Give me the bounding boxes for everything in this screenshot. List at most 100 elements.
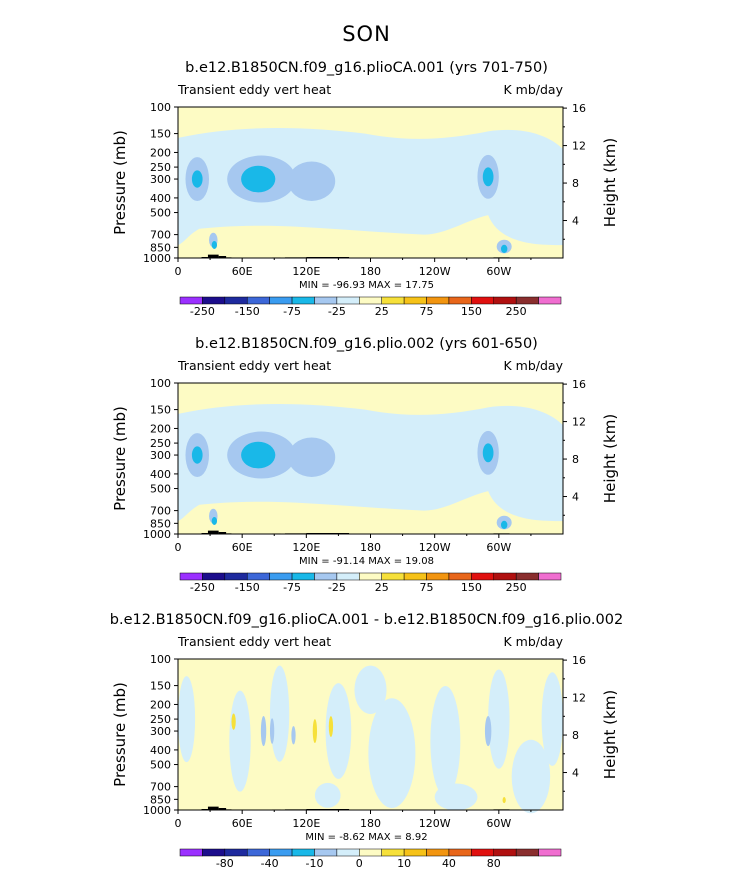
colorbar-label: -25 xyxy=(328,581,346,594)
field-diff-negative-patch xyxy=(354,665,387,715)
topography-bar xyxy=(207,254,219,258)
colorbar-swatch xyxy=(448,296,472,305)
x-tick-label: 0 xyxy=(175,817,182,830)
colorbar-swatch xyxy=(291,848,315,857)
panel-left-label: Transient eddy vert heat xyxy=(177,358,331,373)
colorbar-swatch xyxy=(493,848,517,857)
field-diff-positive-core xyxy=(502,797,506,804)
colorbar-swatch xyxy=(359,848,382,857)
colorbar-label: -80 xyxy=(216,857,234,870)
y-tick-label: 400 xyxy=(150,468,171,481)
x-tick-label: 180 xyxy=(360,265,381,278)
colorbar-label: 250 xyxy=(506,305,527,318)
colorbar-label: 75 xyxy=(420,581,434,594)
field-diff-negative-lobe xyxy=(260,715,267,747)
height-tick-label: 8 xyxy=(572,729,579,742)
x-tick-label: 60W xyxy=(486,265,511,278)
topography-bar xyxy=(218,808,227,810)
y-axis-label: Pressure (mb) xyxy=(111,682,129,787)
field-core-asia xyxy=(241,165,276,193)
panel-stats: MIN = -96.93 MAX = 17.75 xyxy=(299,280,434,291)
colorbar-swatch xyxy=(515,572,539,581)
field-lobe-pacific-west xyxy=(288,161,336,201)
colorbar-swatch xyxy=(448,572,472,581)
x-tick-label: 120W xyxy=(419,265,451,278)
y-tick-label: 100 xyxy=(150,377,171,390)
y-tick-label: 100 xyxy=(150,101,171,114)
topography-bar xyxy=(207,806,219,810)
colorbar-label: -250 xyxy=(190,581,215,594)
colorbar-label: -40 xyxy=(261,857,279,870)
colorbar-label: -150 xyxy=(235,581,260,594)
y-tick-label: 500 xyxy=(150,207,171,220)
contour-field xyxy=(178,659,563,814)
colorbar-label: -75 xyxy=(283,305,301,318)
field-core-pacific xyxy=(482,443,494,463)
y-tick-label: 850 xyxy=(150,517,171,530)
colorbar-swatch xyxy=(269,296,293,305)
colorbar-swatch xyxy=(538,572,562,581)
field-diff-negative-patch xyxy=(314,782,341,808)
panel-title: b.e12.B1850CN.f09_g16.plioCA.001 - b.e12… xyxy=(110,612,623,628)
field-diff-negative-patch xyxy=(368,698,416,808)
y-tick-label: 1000 xyxy=(143,804,171,817)
colorbar-swatch xyxy=(493,572,517,581)
field-core-asia xyxy=(241,441,276,469)
colorbar-swatch xyxy=(538,296,562,305)
colorbar-swatch xyxy=(359,572,382,581)
panel-title: b.e12.B1850CN.f09_g16.plioCA.001 (yrs 70… xyxy=(185,60,548,76)
panel-title: b.e12.B1850CN.f09_g16.plio.002 (yrs 601-… xyxy=(195,336,538,352)
x-tick-label: 120W xyxy=(419,817,451,830)
y-tick-label: 250 xyxy=(150,713,171,726)
colorbar-label: 80 xyxy=(487,857,501,870)
colorbar-swatch xyxy=(224,296,248,305)
colorbar-label: -25 xyxy=(328,305,346,318)
field-core-atlantic xyxy=(191,170,203,188)
colorbar-swatch xyxy=(202,848,226,857)
colorbar-swatch xyxy=(515,296,539,305)
y-tick-label: 700 xyxy=(150,229,171,242)
field-diff-negative-patch xyxy=(269,665,290,762)
y-tick-label: 300 xyxy=(150,173,171,186)
y-tick-label: 150 xyxy=(150,680,171,693)
colorbar-swatch xyxy=(246,572,270,581)
y-tick-label: 700 xyxy=(150,505,171,518)
field-diff-negative-lobe xyxy=(291,726,296,745)
height-tick-label: 8 xyxy=(572,453,579,466)
field-diff-negative-patch xyxy=(434,783,478,811)
x-tick-label: 60E xyxy=(232,265,253,278)
colorbar-swatch xyxy=(202,296,226,305)
x-tick-label: 180 xyxy=(360,817,381,830)
right-axis-label: Height (km) xyxy=(601,138,619,227)
colorbar-swatch xyxy=(381,848,405,857)
colorbar-label: -75 xyxy=(283,581,301,594)
height-tick-label: 12 xyxy=(572,692,586,705)
height-tick-label: 4 xyxy=(572,215,579,228)
colorbar-label: 75 xyxy=(420,305,434,318)
field-diff-negative-patch xyxy=(229,690,251,792)
y-tick-label: 300 xyxy=(150,449,171,462)
colorbar-swatch xyxy=(314,848,338,857)
field-core-atlantic xyxy=(191,446,203,464)
colorbar-swatch xyxy=(269,848,293,857)
colorbar-swatch xyxy=(246,848,270,857)
panel-right-label: K mb/day xyxy=(504,634,564,649)
field-low-core-2 xyxy=(500,244,508,253)
field-diff-negative-lobe xyxy=(269,718,275,744)
panel-left-label: Transient eddy vert heat xyxy=(177,634,331,649)
colorbar-swatch xyxy=(471,572,495,581)
colorbar-label: 150 xyxy=(461,305,482,318)
field-diff-negative-patch xyxy=(541,672,563,766)
colorbar-swatch xyxy=(246,296,270,305)
colorbar-swatch xyxy=(336,572,360,581)
colorbar-label: 150 xyxy=(461,581,482,594)
colorbar-swatch xyxy=(269,572,293,581)
colorbar-swatch xyxy=(493,296,517,305)
colorbar-swatch xyxy=(448,848,472,857)
y-tick-label: 700 xyxy=(150,781,171,794)
colorbar-label: 40 xyxy=(442,857,456,870)
y-tick-label: 150 xyxy=(150,404,171,417)
colorbar-swatch xyxy=(471,848,495,857)
x-tick-label: 120W xyxy=(419,541,451,554)
field-diff-positive-core xyxy=(328,716,334,737)
